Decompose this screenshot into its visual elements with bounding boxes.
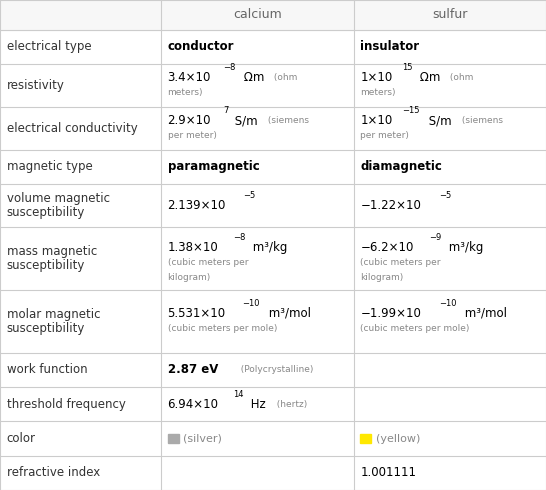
Text: Hz: Hz: [247, 398, 266, 411]
Text: 1×10: 1×10: [360, 114, 393, 127]
Text: insulator: insulator: [360, 40, 419, 53]
Text: kilogram): kilogram): [168, 272, 211, 282]
Text: 15: 15: [402, 63, 412, 73]
Text: threshold frequency: threshold frequency: [7, 398, 126, 411]
Text: −1.22×10: −1.22×10: [360, 199, 421, 212]
Text: (cubic meters per: (cubic meters per: [168, 258, 248, 267]
Text: refractive index: refractive index: [7, 466, 100, 479]
Text: mass magnetic: mass magnetic: [7, 245, 97, 258]
Text: volume magnetic: volume magnetic: [7, 192, 110, 205]
Text: S/m: S/m: [425, 114, 451, 127]
Text: 5.531×10: 5.531×10: [168, 307, 225, 320]
Text: (siemens: (siemens: [265, 116, 309, 125]
Text: (silver): (silver): [183, 434, 222, 443]
Text: (ohm: (ohm: [447, 73, 473, 82]
Text: color: color: [7, 432, 35, 445]
Text: electrical type: electrical type: [7, 40, 91, 53]
Text: −10: −10: [242, 299, 260, 308]
Text: −5: −5: [439, 191, 451, 200]
Text: paramagnetic: paramagnetic: [168, 160, 259, 173]
Text: calcium: calcium: [233, 8, 282, 22]
Text: m³/kg: m³/kg: [249, 241, 287, 254]
Text: −8: −8: [233, 233, 246, 243]
Text: −9: −9: [429, 233, 442, 243]
Text: per meter): per meter): [168, 131, 217, 140]
Text: 7: 7: [224, 106, 229, 115]
Text: (cubic meters per: (cubic meters per: [360, 258, 441, 267]
Text: 2.9×10: 2.9×10: [168, 114, 211, 127]
Text: S/m: S/m: [231, 114, 257, 127]
Text: kilogram): kilogram): [360, 272, 403, 282]
Text: −15: −15: [402, 106, 419, 115]
Text: −6.2×10: −6.2×10: [360, 241, 414, 254]
Text: −8: −8: [224, 63, 236, 73]
Text: (cubic meters per mole): (cubic meters per mole): [168, 324, 277, 333]
Text: (ohm: (ohm: [271, 73, 298, 82]
Text: 3.4×10: 3.4×10: [168, 71, 211, 84]
Text: 1.001111: 1.001111: [360, 466, 417, 479]
Text: sulfur: sulfur: [432, 8, 467, 22]
Text: 14: 14: [234, 390, 244, 399]
Text: per meter): per meter): [360, 131, 410, 140]
Text: electrical conductivity: electrical conductivity: [7, 122, 137, 135]
Text: −5: −5: [243, 191, 255, 200]
Text: resistivity: resistivity: [7, 79, 64, 92]
Text: susceptibility: susceptibility: [7, 322, 85, 335]
Text: −10: −10: [439, 299, 456, 308]
Text: m³/kg: m³/kg: [445, 241, 483, 254]
Text: 2.139×10: 2.139×10: [168, 199, 226, 212]
Text: meters): meters): [168, 88, 203, 97]
Text: meters): meters): [360, 88, 396, 97]
Text: susceptibility: susceptibility: [7, 206, 85, 219]
Text: 1.38×10: 1.38×10: [168, 241, 218, 254]
Text: (hertz): (hertz): [271, 400, 307, 409]
Text: (siemens: (siemens: [459, 116, 503, 125]
Text: (yellow): (yellow): [376, 434, 420, 443]
Text: susceptibility: susceptibility: [7, 259, 85, 272]
Text: −1.99×10: −1.99×10: [360, 307, 421, 320]
Bar: [360, 434, 371, 443]
Text: conductor: conductor: [168, 40, 234, 53]
Text: magnetic type: magnetic type: [7, 160, 92, 173]
Text: 6.94×10: 6.94×10: [168, 398, 218, 411]
Text: 2.87 eV: 2.87 eV: [168, 364, 218, 376]
Bar: [168, 434, 179, 443]
Text: 1×10: 1×10: [360, 71, 393, 84]
Text: Ωm: Ωm: [416, 71, 440, 84]
Bar: [0, 0, 546, 30]
Text: molar magnetic: molar magnetic: [7, 308, 100, 321]
Text: work function: work function: [7, 364, 87, 376]
Text: Ωm: Ωm: [240, 71, 264, 84]
Text: diamagnetic: diamagnetic: [360, 160, 442, 173]
Text: m³/mol: m³/mol: [265, 307, 311, 320]
Text: (cubic meters per mole): (cubic meters per mole): [360, 324, 470, 333]
Text: m³/mol: m³/mol: [461, 307, 507, 320]
Text: (Polycrystalline): (Polycrystalline): [235, 366, 314, 374]
